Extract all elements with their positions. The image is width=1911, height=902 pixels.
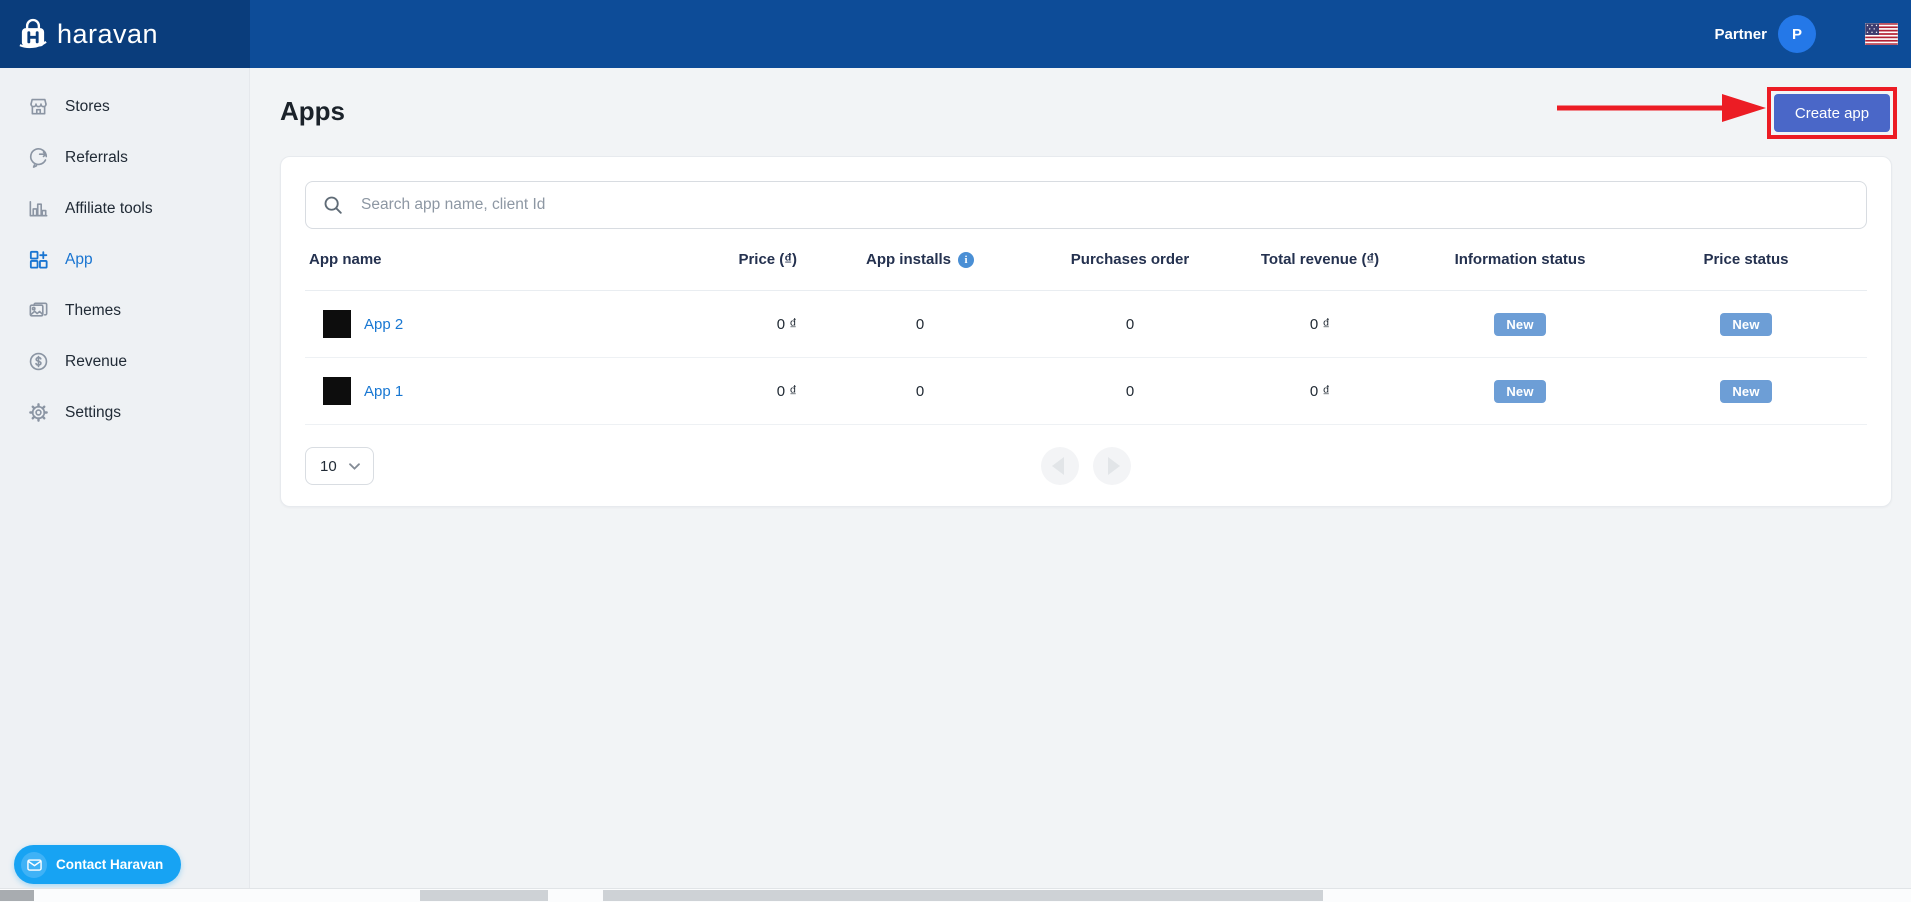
page-size-select[interactable]: 10 xyxy=(305,447,374,485)
info-icon[interactable]: i xyxy=(958,251,974,268)
apps-card: App name Price (₫) App installs i Purcha… xyxy=(280,156,1892,507)
app-thumbnail xyxy=(323,377,351,405)
top-bar: haravan Partner P xyxy=(0,0,1911,68)
sidebar-item-label: App xyxy=(65,250,93,268)
main-content: Apps Create app App name xyxy=(250,68,1911,902)
sidebar-item-app[interactable]: App xyxy=(0,234,249,285)
bar-chart-icon xyxy=(27,197,50,220)
table-row: App 1 0 ₫ 0 0 0 ₫ New New xyxy=(305,358,1867,425)
referral-chat-arrow-icon xyxy=(27,146,50,169)
scrollbar-segment[interactable] xyxy=(420,890,548,901)
contact-haravan-button[interactable]: Contact Haravan xyxy=(14,845,182,884)
haravan-bag-icon xyxy=(16,17,50,51)
information-status-badge: New xyxy=(1494,379,1546,403)
column-header-app-installs-label: App installs xyxy=(865,251,951,268)
price-cell: 0 ₫ xyxy=(776,315,797,333)
information-status-badge: New xyxy=(1494,312,1546,336)
purchases-order-cell: 0 xyxy=(1125,382,1135,400)
sidebar-item-themes[interactable]: Themes xyxy=(0,285,249,336)
column-header-app-name: App name xyxy=(309,251,382,268)
sidebar-item-label: Stores xyxy=(65,97,110,115)
logo[interactable]: haravan xyxy=(0,0,250,68)
previous-page-button[interactable] xyxy=(1041,447,1079,485)
us-flag-icon[interactable] xyxy=(1865,23,1898,45)
column-header-total-revenue: Total revenue (₫) xyxy=(1260,251,1380,268)
sidebar-item-revenue[interactable]: Revenue xyxy=(0,336,249,387)
next-page-button[interactable] xyxy=(1093,447,1131,485)
purchases-order-cell: 0 xyxy=(1125,315,1135,333)
app-name-cell: App 1 xyxy=(305,377,635,405)
sidebar-item-label: Referrals xyxy=(65,148,128,166)
search-bar[interactable] xyxy=(305,181,1867,229)
table-header-row: App name Price (₫) App installs i Purcha… xyxy=(305,229,1867,291)
search-icon xyxy=(322,194,344,216)
column-header-price: Price (₫) xyxy=(738,251,797,268)
sidebar-item-referrals[interactable]: Referrals xyxy=(0,132,249,183)
sidebar-item-label: Themes xyxy=(65,301,121,319)
app-grid-plus-icon xyxy=(27,248,50,271)
search-input[interactable] xyxy=(359,195,1850,215)
price-status-badge: New xyxy=(1720,379,1772,403)
app-name-link[interactable]: App 1 xyxy=(364,382,404,400)
column-header-price-status: Price status xyxy=(1703,251,1789,268)
pagination-row: 10 xyxy=(305,425,1867,505)
sidebar-item-label: Affiliate tools xyxy=(65,199,153,217)
page-size-value: 10 xyxy=(320,457,337,475)
create-app-button[interactable]: Create app xyxy=(1774,94,1890,132)
column-header-purchases-order: Purchases order xyxy=(1070,251,1190,268)
column-header-app-installs: App installs i xyxy=(805,251,1035,268)
column-header-information-status: Information status xyxy=(1454,251,1586,268)
sidebar-item-label: Revenue xyxy=(65,352,128,370)
price-cell: 0 ₫ xyxy=(776,382,797,400)
sidebar-item-label: Settings xyxy=(65,403,122,421)
contact-haravan-label: Contact Haravan xyxy=(56,857,164,872)
pager xyxy=(1041,447,1131,485)
app-name-link[interactable]: App 2 xyxy=(364,315,404,333)
gear-icon xyxy=(27,401,50,424)
storefront-icon xyxy=(27,95,50,118)
top-bar-right: Partner P xyxy=(250,0,1911,68)
dollar-circle-icon xyxy=(27,350,50,373)
app-name-cell: App 2 xyxy=(305,310,635,338)
annotation-rectangle: Create app xyxy=(1767,87,1897,139)
horizontal-scrollbar[interactable] xyxy=(0,888,1911,902)
sidebar: Stores Referrals Affiliate xyxy=(0,68,250,902)
sidebar-item-settings[interactable]: Settings xyxy=(0,387,249,438)
sidebar-item-stores[interactable]: Stores xyxy=(0,81,249,132)
total-revenue-cell: 0 ₫ xyxy=(1309,315,1331,333)
sidebar-item-affiliate-tools[interactable]: Affiliate tools xyxy=(0,183,249,234)
app-thumbnail xyxy=(323,310,351,338)
arrow-left-icon xyxy=(1052,457,1064,475)
arrow-right-icon xyxy=(1108,457,1120,475)
total-revenue-cell: 0 ₫ xyxy=(1309,382,1331,400)
scrollbar-thumb[interactable] xyxy=(603,890,1323,901)
price-status-badge: New xyxy=(1720,312,1772,336)
table-row: App 2 0 ₫ 0 0 0 ₫ New New xyxy=(305,291,1867,358)
envelope-icon xyxy=(21,851,47,878)
avatar[interactable]: P xyxy=(1778,15,1816,53)
themes-image-icon xyxy=(27,299,50,322)
scrollbar-segment[interactable] xyxy=(0,890,34,901)
logo-text: haravan xyxy=(57,18,159,49)
app-installs-cell: 0 xyxy=(915,382,925,400)
app-installs-cell: 0 xyxy=(915,315,925,333)
partner-label: Partner xyxy=(1714,25,1767,43)
page-title: Apps xyxy=(280,96,345,126)
chevron-down-icon xyxy=(348,462,360,470)
